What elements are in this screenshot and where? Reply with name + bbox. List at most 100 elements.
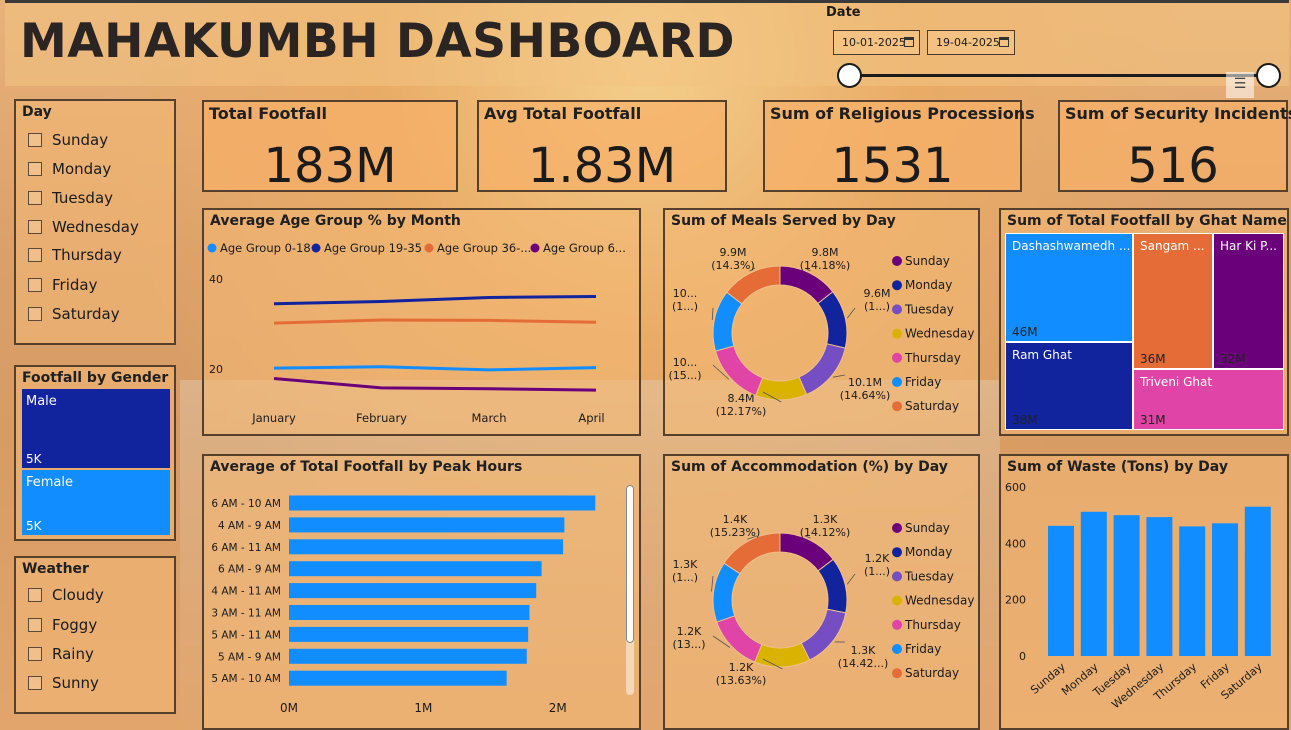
checkbox[interactable] [28, 588, 42, 602]
slicer-item-cloudy[interactable]: Cloudy [28, 586, 104, 606]
treemap-cell-sangam[interactable]: Sangam ... 36M [1133, 233, 1213, 369]
gender-value: 5K [26, 452, 42, 466]
kpi-value: 183M [263, 138, 397, 194]
legend-label: Tuesday [904, 569, 954, 583]
data-label: 1.4K [723, 513, 748, 526]
slicer-item-friday[interactable]: Friday [28, 276, 97, 296]
gender-title: Footfall by Gender [22, 370, 169, 386]
leader-line [712, 364, 730, 380]
bar [289, 583, 537, 599]
leader-line [762, 391, 782, 403]
slicer-item-monday[interactable]: Monday [28, 160, 111, 180]
kpi-label: Avg Total Footfall [484, 104, 642, 123]
checkbox[interactable] [28, 307, 42, 321]
peak-hours-bar-chart[interactable]: 6 AM - 10 AM 4 AM - 9 AM 6 AM - 11 AM 6 AM … [204, 456, 624, 728]
slider-end-handle[interactable] [1256, 63, 1281, 88]
series-line [273, 376, 597, 392]
gender-value: 5K [26, 519, 42, 533]
accommodation-donut-chart[interactable]: 1.3K(14.12%)1.2K(1...)1.3K(14.42...)1.2K… [665, 456, 978, 728]
treemap-cell-dashashwamedh[interactable]: Dashashwamedh ... 46M [1005, 233, 1133, 342]
bar [1113, 515, 1140, 656]
data-label: 1.3K [851, 644, 876, 657]
y-tick-label: 20 [209, 363, 223, 376]
donut-slice [714, 345, 764, 397]
series-line [273, 295, 597, 306]
kpi-religious-processions: Sum of Religious Processions 1531 [763, 100, 1035, 194]
checkbox[interactable] [28, 647, 42, 661]
slicer-item-sunny[interactable]: Sunny [28, 674, 99, 694]
calendar-icon[interactable] [999, 37, 1009, 47]
bar [289, 561, 542, 577]
treemap-cell-har-ki-pauri[interactable]: Har Ki P... 32M [1213, 233, 1284, 369]
data-label: 9.6M [864, 287, 891, 300]
meals-donut-chart[interactable]: 9.8M(14.18%)9.6M(1...)10.1M(14.64%)8.4M(… [665, 210, 978, 434]
date-range-slider[interactable] [850, 74, 1268, 77]
bar [1146, 517, 1173, 656]
peak-hours-scrollbar-thumb[interactable] [626, 485, 634, 643]
data-label: (14.64%) [840, 389, 891, 402]
gender-female-tile[interactable]: Female 5K [22, 470, 170, 535]
legend-marker [892, 644, 902, 654]
data-label: (13...) [672, 638, 705, 651]
slicer-item-thursday[interactable]: Thursday [28, 246, 122, 266]
category-label: 6 AM - 11 AM [211, 542, 281, 554]
donut-slice [716, 615, 763, 663]
y-tick-label: 200 [1005, 594, 1026, 607]
legend-marker [892, 595, 902, 606]
day-slicer: Day Sunday Monday Tuesday Wednesday Thur… [14, 99, 176, 345]
leader-line [804, 535, 811, 539]
x-tick-label: January [251, 411, 296, 425]
y-tick-label: 40 [209, 273, 223, 286]
checkbox[interactable] [28, 278, 42, 292]
age-group-line-chart[interactable]: Age Group 0-18 Age Group 19-35 Age Group 3… [204, 210, 639, 434]
category-label: 3 AM - 11 AM [211, 608, 281, 620]
chart-title: Sum of Total Footfall by Ghat Name [1007, 213, 1287, 229]
data-label: 9.8M [812, 246, 839, 259]
legend-marker [530, 243, 540, 253]
data-label: (14.42...) [838, 657, 889, 670]
checkbox[interactable] [28, 618, 42, 632]
leader-line [847, 307, 856, 319]
category-label: 6 AM - 10 AM [211, 498, 281, 510]
checkbox[interactable] [28, 676, 42, 690]
slicer-item-wednesday[interactable]: Wednesday [28, 218, 139, 238]
data-label: (14.18%) [800, 259, 851, 272]
checkbox[interactable] [28, 220, 42, 234]
header-bar [5, 0, 1289, 86]
leader-line [846, 573, 856, 585]
checkbox[interactable] [28, 162, 42, 176]
waste-bar-chart[interactable]: 6004002000SundayMondayTuesdayWednesdayTh… [1001, 456, 1287, 728]
kpi-value: 516 [1127, 138, 1219, 194]
donut-slice [755, 376, 808, 401]
slicer-item-foggy[interactable]: Foggy [28, 616, 97, 636]
slicer-item-saturday[interactable]: Saturday [28, 305, 120, 325]
slicer-item-rainy[interactable]: Rainy [28, 645, 94, 665]
leader-line [711, 307, 714, 320]
filter-icon[interactable]: ☰ [1226, 72, 1254, 98]
data-label: 10... [673, 356, 698, 369]
legend-label: Thursday [904, 618, 961, 632]
checkbox[interactable] [28, 133, 42, 147]
y-tick-label: 400 [1005, 537, 1026, 550]
data-label: 1.2K [677, 625, 702, 638]
checkbox[interactable] [28, 191, 42, 205]
legend-label: Wednesday [905, 327, 974, 341]
bar [1244, 506, 1271, 656]
treemap-cell-ram-ghat[interactable]: Ram Ghat 38M [1005, 342, 1133, 430]
gender-male-tile[interactable]: Male 5K [22, 389, 170, 468]
end-date-input[interactable]: 19-04-2025 [927, 30, 1015, 55]
donut-slice [723, 532, 781, 575]
slider-start-handle[interactable] [837, 63, 862, 88]
legend-marker [892, 547, 902, 558]
legend-label: Age Group 19-35 [324, 241, 422, 255]
bar [1080, 511, 1107, 656]
slicer-item-tuesday[interactable]: Tuesday [28, 189, 113, 209]
checkbox[interactable] [28, 248, 42, 262]
start-date-input[interactable]: 10-01-2025 [833, 30, 920, 55]
calendar-icon[interactable] [904, 37, 914, 47]
slicer-item-sunday[interactable]: Sunday [28, 131, 108, 151]
data-label: (1...) [864, 565, 890, 578]
x-tick-label: April [578, 411, 604, 425]
treemap-cell-triveni-ghat[interactable]: Triveni Ghat 31M [1133, 369, 1284, 430]
bar [1048, 525, 1074, 656]
